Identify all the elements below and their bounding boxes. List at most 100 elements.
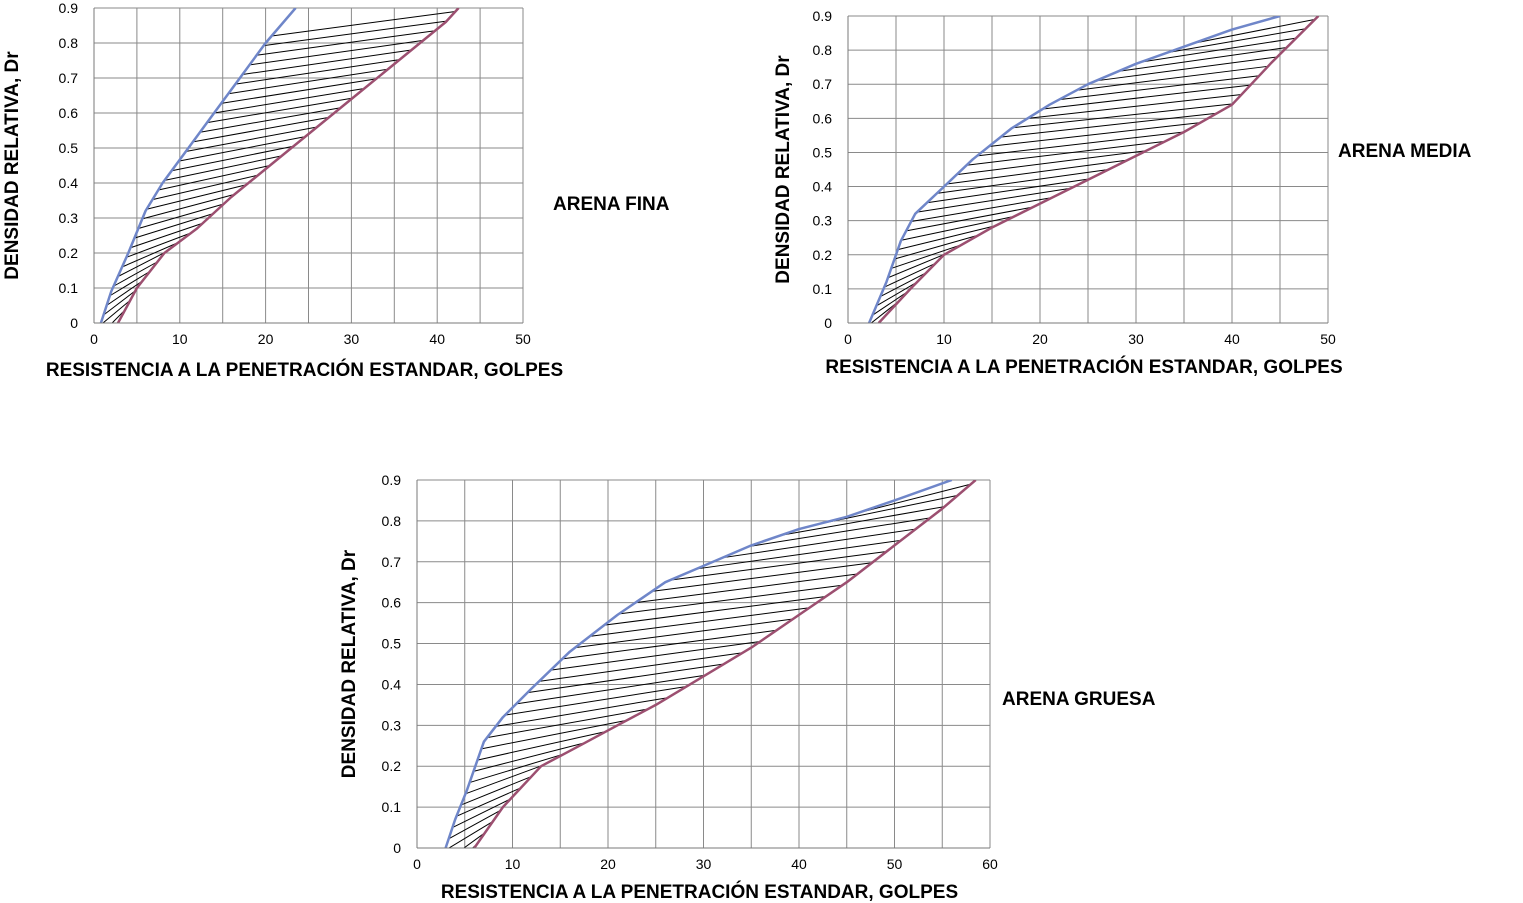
chart-2-hatch-line — [1140, 37, 1297, 63]
chart-1-y-tick-label: 0.7 — [59, 70, 79, 86]
chart-1-hatch-line — [178, 136, 306, 162]
chart-1-hatch-line — [103, 290, 136, 316]
chart-3-hatch-line — [527, 663, 725, 694]
chart-3-hatch-line — [486, 708, 649, 739]
chart-3-hatch-line — [858, 483, 972, 514]
chart-1-x-tick-label: 10 — [172, 331, 188, 347]
chart-1-hatch-line — [121, 242, 179, 268]
chart-1-side-label: ARENA FINA — [553, 194, 670, 215]
chart-1-series-2-line — [116, 8, 460, 323]
chart-2-hatch-line — [936, 169, 1109, 194]
chart-3-y-tick-label: 0.8 — [382, 513, 402, 529]
chart-3-series-1-line — [444, 480, 953, 848]
chart-2-y-tick-label: 0.2 — [813, 247, 833, 263]
chart-3-hatch-line — [618, 584, 843, 615]
chart-2-y-tick-label: 0.7 — [813, 76, 833, 92]
chart-1-hatch-line — [117, 251, 166, 278]
chart-2-y-tick-label: 0.4 — [813, 179, 833, 195]
chart-1-hatch-line — [152, 174, 259, 201]
chart-3-y-tick-label: 0 — [393, 840, 401, 856]
chart-1-y-tick-label: 0.8 — [59, 35, 79, 51]
chart-2-hatch-line — [1000, 112, 1218, 138]
chart-3-x-tick-label: 0 — [413, 856, 421, 872]
chart-1-hatch-line — [113, 261, 158, 287]
chart-1-y-tick-label: 0.1 — [59, 280, 79, 296]
chart-2-hatch-line — [1193, 18, 1316, 44]
chart-1-hatch-line — [158, 165, 270, 191]
chart-1-hatch-line — [235, 59, 400, 85]
chart-2-y-tick-label: 0.9 — [813, 8, 833, 24]
chart-3-y-tick-label: 0.3 — [382, 717, 402, 733]
chart-1-y-axis-title: DENSIDAD RELATIVA, Dr — [2, 51, 23, 280]
chart-1-hatch-line — [130, 222, 203, 249]
chart-2-hatch-line — [988, 122, 1201, 147]
chart-2-x-axis-title: RESISTENCIA A LA PENETRACIÓN ESTANDAR, G… — [825, 356, 1342, 378]
chart-3-x-tick-label: 20 — [600, 856, 616, 872]
chart-1-x-tick-label: 50 — [515, 331, 531, 347]
chart-1-hatch-line — [249, 39, 424, 66]
chart-3-hatch-line — [504, 685, 687, 716]
chart-2-hatch-line — [876, 281, 918, 307]
chart-3-hatch-line — [670, 551, 887, 581]
chart-3-hatch-line — [604, 596, 826, 626]
chart-1-hatch-line — [256, 30, 436, 56]
chart-2-hatch-line — [897, 225, 996, 251]
chart-1-hatch-line — [142, 193, 235, 220]
chart-2-x-tick-label: 50 — [1320, 331, 1336, 347]
chart-1-hatch-group — [102, 11, 456, 323]
chart-3-hatch-line — [748, 517, 931, 547]
chart-3-hatch-line — [481, 719, 628, 750]
chart-3-hatch-line — [452, 798, 511, 829]
chart-3-hatch-line — [516, 674, 706, 705]
chart-1-hatch-line — [185, 126, 318, 152]
chart-3-y-tick-label: 0.7 — [382, 554, 402, 570]
chart-3-y-tick-label: 0.6 — [382, 595, 402, 611]
chart-1-hatch-line — [263, 20, 447, 47]
chart-1-x-axis-title: RESISTENCIA A LA PENETRACIÓN ESTANDAR, G… — [46, 359, 563, 381]
chart-2-hatch-line — [901, 215, 1015, 241]
chart-2-hatch-line — [946, 159, 1128, 185]
chart-1-hatch-line — [171, 145, 294, 172]
chart-2-x-tick-label: 20 — [1032, 331, 1048, 347]
chart-2-hatch-line — [894, 234, 979, 260]
chart-3-y-tick-label: 0.5 — [382, 636, 402, 652]
chart-3-hatch-line — [538, 652, 743, 682]
chart-3-y-tick-label: 0.9 — [382, 472, 402, 488]
chart-1-y-tick-label: 0 — [70, 315, 78, 331]
chart-2-x-tick-label: 10 — [936, 331, 952, 347]
chart-1-x-tick-label: 30 — [344, 331, 360, 347]
chart-3-y-axis-title: DENSIDAD RELATIVA, Dr — [339, 549, 360, 778]
chart-3-hatch-line — [696, 539, 902, 570]
chart-3-hatch-line — [477, 730, 607, 761]
chart-2-hatch-line — [1012, 103, 1233, 129]
chart-1-hatch-line — [109, 270, 151, 297]
chart-2-y-tick-label: 0.1 — [813, 281, 833, 297]
chart-1-hatch-line — [242, 49, 412, 75]
chart-3-hatch-line — [469, 753, 565, 784]
chart-2-y-tick-label: 0 — [824, 315, 832, 331]
chart-3-hatch-line — [463, 832, 486, 848]
chart-1-y-tick-label: 0.5 — [59, 140, 79, 156]
chart-1-hatch-line — [106, 280, 143, 306]
chart-2-hatch-line — [887, 253, 946, 279]
chart-1-y-tick-label: 0.4 — [59, 175, 79, 191]
chart-2-x-tick-label: 30 — [1128, 331, 1144, 347]
chart-3-hatch-line — [448, 820, 494, 848]
chart-2-y-axis-title: DENSIDAD RELATIVA, Dr — [773, 55, 794, 284]
chart-2-hatch-line — [966, 140, 1166, 166]
chart-2-hatch-line — [926, 178, 1090, 204]
chart-1-hatch-line — [164, 155, 282, 181]
chart-2-y-tick-label: 0.6 — [813, 110, 833, 126]
chart-2-side-label: ARENA MEDIA — [1338, 141, 1472, 162]
chart-1-hatch-line — [102, 299, 131, 323]
chart-3-y-tick-label: 0.2 — [382, 758, 402, 774]
chart-3-hatch-line — [589, 607, 810, 637]
chart-1-y-tick-label: 0.2 — [59, 245, 79, 261]
chart-1-hatch-line — [192, 116, 329, 143]
chart-2-hatch-line — [872, 291, 909, 316]
chart-3-hatch-line — [635, 573, 858, 604]
chart-2-hatch-line — [906, 206, 1034, 232]
chart-1-hatch-line — [111, 309, 126, 323]
chart-1-y-tick-label: 0.6 — [59, 105, 79, 121]
